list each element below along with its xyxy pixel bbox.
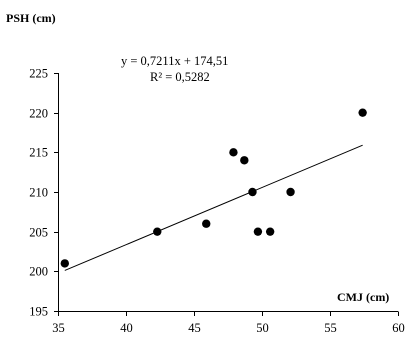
data-point-9	[286, 187, 295, 197]
x-tick-label: 50	[256, 321, 269, 335]
y-tick-label: 225	[29, 67, 48, 81]
x-tick-label: 40	[120, 321, 133, 335]
data-point-8	[265, 227, 275, 236]
trendline-layer	[64, 144, 363, 271]
x-tick-label: 35	[52, 321, 65, 335]
data-points	[60, 108, 367, 268]
data-point-7	[253, 227, 263, 236]
x-axis-ticks: 35 40 45 50 55 60	[52, 311, 405, 335]
y-tick-label: 200	[29, 265, 48, 279]
y-axis-ticks: 195 200 205 210 215 220 225	[29, 67, 59, 319]
x-tick-label: 45	[188, 321, 201, 335]
x-axis-title: CMJ (cm)	[337, 290, 389, 304]
data-point-5	[240, 156, 249, 165]
x-tick-label: 55	[324, 321, 337, 335]
data-point-2	[153, 227, 162, 236]
linear-trendline	[64, 144, 363, 271]
data-point-3	[202, 219, 211, 228]
y-tick-label: 215	[29, 146, 48, 160]
y-tick-label: 220	[29, 107, 48, 121]
y-tick-label: 195	[29, 305, 48, 319]
y-axis-title: PSH (cm)	[6, 11, 56, 25]
x-tick-label: 60	[392, 321, 405, 335]
data-point-4	[229, 148, 238, 157]
trendline-r-squared: R² = 0,5282	[150, 70, 210, 84]
data-point-1	[60, 259, 69, 268]
data-point-6	[248, 187, 257, 197]
y-tick-label: 205	[29, 226, 48, 240]
data-point-10	[358, 108, 367, 117]
trendline-equation: y = 0,7211x + 174,51	[121, 54, 228, 68]
y-tick-label: 210	[29, 186, 48, 200]
